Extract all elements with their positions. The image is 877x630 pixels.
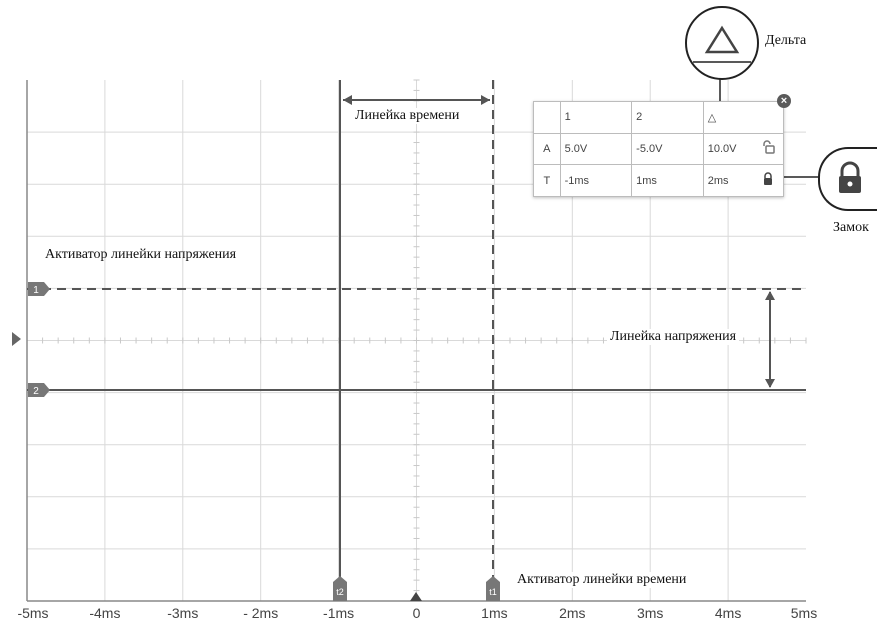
voltage-lock-toggle[interactable] — [753, 132, 785, 166]
close-ruler-table-button[interactable]: × — [777, 94, 791, 108]
voltage-ruler-activator-1[interactable]: 1 — [28, 282, 50, 296]
lock-icon — [839, 161, 861, 193]
ruler-table-header: 1 2 △ — [533, 101, 785, 134]
ruler-table: 1 2 △ A 5.0V -5.0V 10.0V T -1ms 1ms 2ms — [533, 101, 785, 197]
x-tick-label: -3ms — [167, 605, 199, 621]
time-ruler-2-value: 1ms — [631, 164, 704, 197]
voltage-ruler-2-value: -5.0V — [631, 132, 704, 166]
voltage-ruler-activator-label: Активатор линейки напряжения — [45, 247, 237, 262]
x-tick-label: -4ms — [89, 605, 121, 621]
header-delta: △ — [702, 101, 754, 134]
delta-callout-circle — [685, 6, 759, 80]
voltage-ruler-1-value: 5.0V — [559, 132, 633, 166]
voltage-ruler-activator-2[interactable]: 2 — [28, 383, 50, 397]
voltage-delta-value: 10.0V — [702, 132, 754, 166]
header-ruler-2: 2 — [631, 101, 704, 134]
offset-marker[interactable] — [12, 332, 21, 346]
x-tick-label: 2ms — [559, 605, 586, 621]
header-corner — [533, 101, 561, 134]
x-tick-label: -5ms — [17, 605, 49, 621]
ruler-row-voltage: A 5.0V -5.0V 10.0V — [533, 132, 785, 166]
time-span-arrowhead-right — [481, 95, 490, 105]
voltage-ruler-label: Линейка напряжения — [607, 329, 740, 345]
delta-icon — [693, 25, 751, 63]
header-ruler-1: 1 — [559, 101, 633, 134]
unlock-icon — [763, 140, 775, 155]
time-ruler-activator-2[interactable]: t2 — [333, 576, 347, 601]
row-label: T — [533, 164, 561, 197]
time-span-arrowhead-left — [343, 95, 352, 105]
lock-callout-label: Замок — [833, 220, 869, 235]
x-tick-label: 1ms — [481, 605, 508, 621]
voltage-marker-1-label: 1 — [33, 285, 39, 296]
delta-callout-label: Дельта — [765, 33, 807, 48]
voltage-span-arrowhead-bottom — [765, 379, 775, 388]
lock-icon — [764, 172, 773, 186]
x-tick-label: 3ms — [636, 605, 664, 621]
lock-callout-circle — [818, 147, 877, 211]
time-ruler-label: Линейка времени — [352, 108, 463, 124]
x-tick-label: - 2ms — [243, 605, 279, 621]
ruler-row-time: T -1ms 1ms 2ms — [533, 164, 785, 197]
x-tick-label: 5ms — [790, 605, 818, 621]
time-marker-2-label: t2 — [336, 587, 344, 597]
time-ruler-1-value: -1ms — [559, 164, 633, 197]
time-marker-1-label: t1 — [489, 587, 497, 597]
row-label: A — [533, 132, 561, 166]
x-tick-label: -1ms — [323, 605, 355, 621]
time-lock-toggle[interactable] — [753, 164, 785, 197]
time-ruler-activator-1[interactable]: t1 — [486, 576, 500, 601]
x-tick-label: 0 — [412, 605, 421, 621]
voltage-marker-2-label: 2 — [33, 386, 39, 397]
time-ruler-activator-label: Активатор линейки времени — [514, 572, 690, 588]
voltage-span-arrowhead-top — [765, 291, 775, 300]
time-delta-value: 2ms — [702, 164, 754, 197]
x-tick-label: 4ms — [714, 605, 742, 621]
trigger-time-marker[interactable] — [410, 592, 422, 601]
